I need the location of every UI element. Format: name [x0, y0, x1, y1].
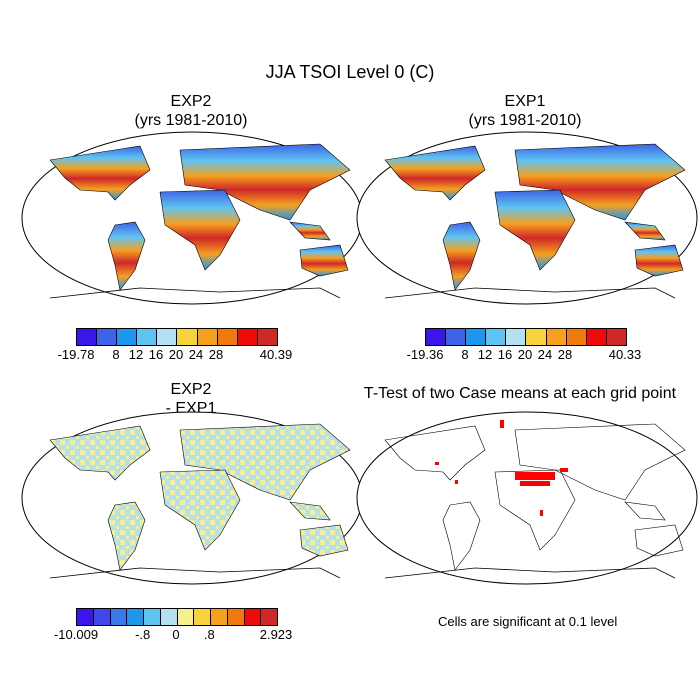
map-boundary: [356, 411, 698, 585]
colorbar-swatch: [110, 609, 128, 625]
colorbar-tick-label: 24: [188, 347, 204, 362]
map-exp2: [21, 131, 363, 305]
panel-title-line1: EXP2: [170, 93, 212, 110]
map-exp1: [356, 131, 698, 305]
colorbar-tick-label: -19.36: [406, 347, 444, 362]
colorbar-tick-label: 12: [128, 347, 144, 362]
colorbar-swatch: [426, 329, 447, 345]
colorbar-swatch: [194, 609, 211, 625]
colorbar-tick-label: 20: [168, 347, 184, 362]
colorbar-swatch: [97, 329, 118, 345]
colorbar-exp1: [425, 328, 627, 346]
colorbar-swatch: [546, 329, 567, 345]
colorbar-swatch: [446, 329, 467, 345]
significance-note: Cells are significant at 0.1 level: [438, 614, 618, 629]
colorbar-tick-label: 28: [208, 347, 224, 362]
colorbar-swatch: [137, 329, 158, 345]
colorbar-swatch: [237, 329, 258, 345]
colorbar-swatch: [586, 329, 607, 345]
colorbar-swatch: [197, 329, 218, 345]
colorbar-tick-label: 20: [517, 347, 533, 362]
colorbar-swatch: [486, 329, 507, 345]
colorbar-tick-label: 0: [172, 627, 180, 642]
colorbar-swatch: [526, 329, 547, 345]
colorbar-swatch: [506, 329, 527, 345]
map-diff: [21, 411, 363, 585]
colorbar-swatch: [127, 609, 144, 625]
panel-title-line2: (yrs 1981-2010): [134, 112, 248, 129]
continents: [384, 423, 686, 571]
panel-title-line2: (yrs 1981-2010): [468, 112, 582, 129]
colorbar-swatch: [93, 609, 111, 625]
colorbar-swatch: [466, 329, 487, 345]
colorbar-swatch: [77, 609, 94, 625]
continents: [49, 143, 351, 291]
colorbar-tick-label: 16: [148, 347, 164, 362]
continents: [49, 423, 351, 571]
panel-title-line1: T-Test of two Case means at each grid po…: [363, 385, 677, 402]
colorbar-tick-label: 12: [477, 347, 493, 362]
colorbar-tick-label: -19.78: [57, 347, 95, 362]
figure-title: JJA TSOI Level 0 (C): [265, 62, 435, 82]
colorbar-swatch: [144, 609, 161, 625]
colorbar-tick-label: 40.33: [608, 347, 642, 362]
colorbar-tick-label: -10.009: [53, 627, 99, 642]
colorbar-tick-label: 40.39: [259, 347, 293, 362]
colorbar-swatch: [160, 609, 178, 625]
colorbar-swatch: [257, 329, 277, 345]
colorbar-tick-label: 28: [557, 347, 573, 362]
colorbar-swatch: [177, 609, 195, 625]
colorbar-swatch: [261, 609, 277, 625]
colorbar-swatch: [227, 609, 245, 625]
colorbar-tick-label: 8: [112, 347, 120, 362]
significant-cells: [435, 420, 568, 516]
colorbar-tick-label: .8: [203, 627, 215, 642]
colorbar-tick-label: 8: [461, 347, 469, 362]
colorbar-diff: [76, 608, 278, 626]
colorbar-swatch: [566, 329, 587, 345]
colorbar-swatch: [117, 329, 138, 345]
colorbar-tick-label: -.8: [135, 627, 151, 642]
continents: [384, 143, 686, 291]
colorbar-exp2: [76, 328, 278, 346]
map-ttest: [356, 411, 698, 585]
panel-title-exp1: EXP1 (yrs 1981-2010): [375, 92, 675, 130]
panel-title-exp2: EXP2 (yrs 1981-2010): [41, 92, 341, 130]
colorbar-swatch: [211, 609, 228, 625]
colorbar-swatch: [606, 329, 626, 345]
panel-title-ttest: T-Test of two Case means at each grid po…: [340, 384, 700, 403]
colorbar-tick-label: 16: [497, 347, 513, 362]
colorbar-tick-label: 2.923: [259, 627, 293, 642]
panel-title-line1: EXP1: [504, 93, 546, 110]
colorbar-swatch: [77, 329, 98, 345]
colorbar-swatch: [244, 609, 262, 625]
panel-title-line1: EXP2: [170, 381, 212, 398]
colorbar-swatch: [177, 329, 198, 345]
colorbar-swatch: [217, 329, 238, 345]
colorbar-tick-label: 24: [537, 347, 553, 362]
colorbar-swatch: [157, 329, 178, 345]
